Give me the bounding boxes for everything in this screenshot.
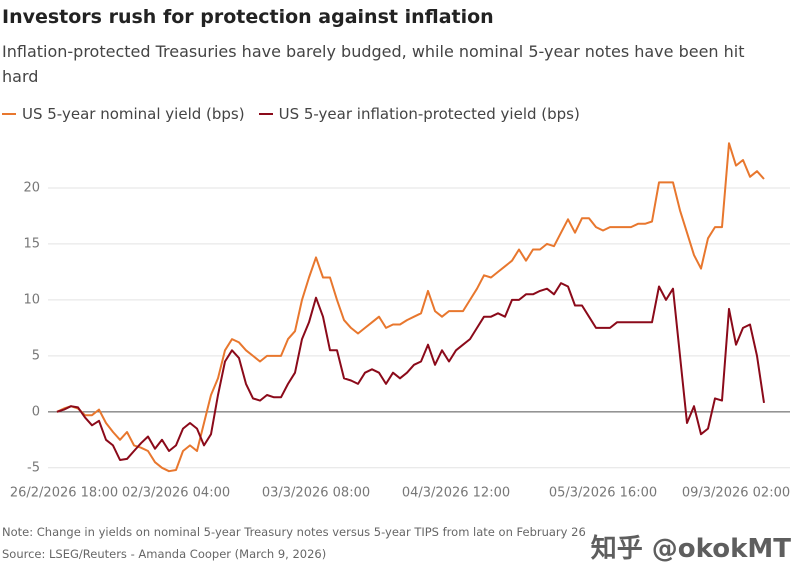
y-tick-label: 15 (23, 236, 40, 251)
legend-label: US 5-year inflation-protected yield (bps… (278, 105, 580, 123)
chart-subtitle: Inflation-protected Treasuries have bare… (2, 42, 745, 86)
x-tick-label: 09/3/2026 02:00 (682, 486, 790, 501)
y-tick-label: 20 (23, 180, 40, 195)
x-tick-label: 03/3/2026 08:00 (262, 486, 370, 501)
legend-swatch (2, 113, 16, 115)
watermark: 知乎 @okokMT (590, 534, 791, 564)
note: Note: Change in yields on nominal 5-year… (2, 525, 586, 539)
legend-label: US 5-year nominal yield (bps) (22, 105, 245, 123)
y-tick-label: -5 (27, 460, 40, 475)
legend: US 5-year nominal yield (bps) US 5-year i… (2, 105, 580, 123)
source: Source: LSEG/Reuters - Amanda Cooper (Ma… (2, 547, 327, 561)
x-tick-label: 02/3/2026 04:00 (122, 486, 230, 501)
legend-item: US 5-year nominal yield (bps) (2, 105, 245, 123)
x-tick-label: 26/2/2026 18:00 (10, 486, 118, 501)
x-tick-label: 04/3/2026 12:00 (402, 486, 510, 501)
series-line (56, 282, 765, 461)
legend-swatch (258, 113, 273, 115)
legend-item: US 5-year inflation-protected yield (bps… (258, 105, 580, 123)
x-tick-label: 05/3/2026 16:00 (549, 486, 657, 501)
y-tick-label: 5 (32, 348, 40, 363)
y-tick-label: 10 (23, 292, 40, 307)
series-line (56, 142, 765, 473)
chart-title: Investors rush for protection against in… (2, 6, 494, 28)
y-tick-label: 0 (32, 404, 40, 419)
